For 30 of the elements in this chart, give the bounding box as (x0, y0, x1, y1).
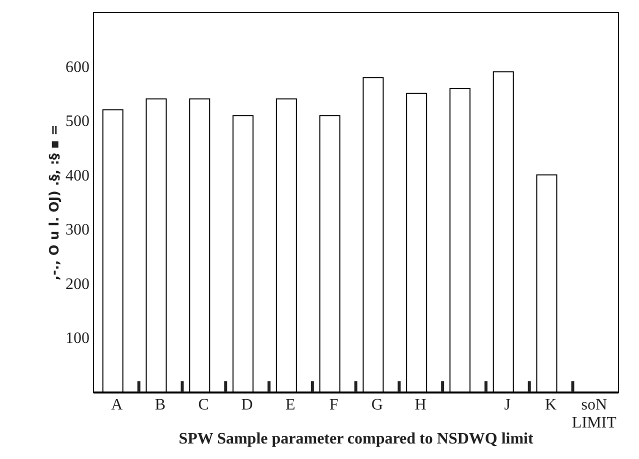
y-tick-label: 100 (66, 330, 90, 348)
x-tick-label: C (198, 396, 209, 414)
y-tick-label: 500 (66, 113, 90, 130)
x-tick-label: E (286, 396, 296, 414)
x-tick-label: D (241, 396, 253, 414)
x-tick-label: H (414, 396, 427, 414)
bar (310, 381, 314, 392)
bar (180, 381, 184, 392)
x-tick-label: B (154, 396, 166, 414)
x-tick-label: soN LIMIT (572, 396, 617, 432)
x-tick-label: J (504, 396, 510, 414)
y-tick-label: 300 (66, 222, 90, 239)
x-tick-label: F (329, 396, 338, 414)
bar (441, 381, 444, 392)
bar (528, 381, 531, 392)
y-axis-title: ,-., O u l. OJ) .§, :§ ▪ = (48, 124, 62, 280)
x-tick-label: K (544, 396, 557, 414)
x-tick-label: A (111, 396, 124, 414)
bar (571, 381, 574, 392)
x-tick-label: G (371, 396, 384, 414)
y-tick-label: 400 (66, 167, 90, 184)
bar (268, 381, 271, 392)
y-tick-label: 200 (66, 276, 90, 293)
bar (137, 381, 140, 392)
bar (398, 381, 401, 392)
bar (354, 381, 358, 392)
bar (484, 381, 488, 392)
y-tick-label: 600 (66, 58, 90, 76)
bar (224, 381, 228, 392)
x-axis-title: SPW Sample parameter compared to NSDWQ limit (178, 430, 534, 448)
